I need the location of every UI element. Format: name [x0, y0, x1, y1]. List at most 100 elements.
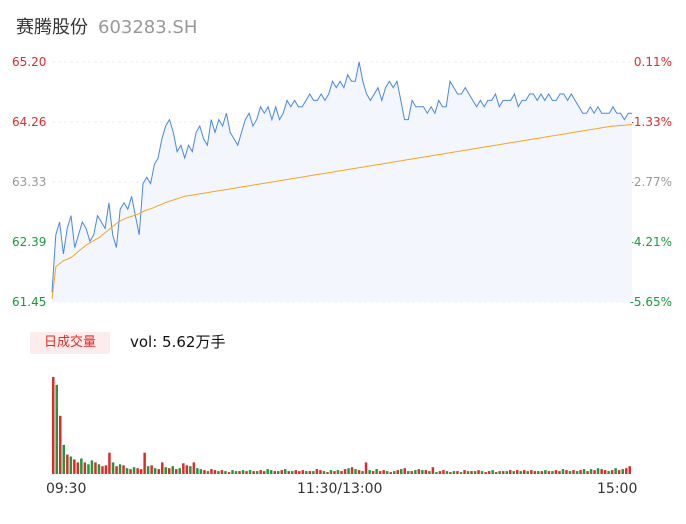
volume-bar [428, 471, 431, 474]
volume-bar [94, 462, 97, 474]
volume-bar [357, 470, 361, 474]
volume-bar [206, 471, 210, 474]
volume-bar [625, 468, 628, 474]
volume-bar [414, 470, 417, 474]
volume-bar [501, 471, 505, 474]
volume-bar [252, 471, 255, 474]
volume-bar [259, 470, 262, 474]
volume-bar [182, 463, 185, 474]
volume-bar [403, 468, 406, 474]
volume-bar [568, 471, 572, 474]
volume-bar [628, 466, 631, 474]
volume-bar [266, 469, 269, 474]
volume-bar [607, 471, 610, 474]
volume-bar [614, 468, 617, 474]
volume-bar [350, 467, 354, 474]
volume-bar [171, 466, 174, 474]
volume-bar [596, 468, 600, 474]
volume-bar [66, 454, 69, 474]
volume-bar [213, 470, 217, 474]
time-label-close: 15:00 [597, 481, 638, 497]
volume-bar [199, 469, 203, 474]
volume-bar [540, 471, 544, 474]
stock-name: 赛腾股份 [16, 17, 88, 38]
volume-bar [97, 464, 101, 474]
volume-bar [593, 470, 596, 474]
pct-tick-3: -4.21% [629, 235, 672, 249]
volume-bar [312, 471, 315, 474]
volume-bar [393, 471, 396, 474]
volume-bar [410, 471, 413, 474]
volume-bar [132, 467, 136, 474]
volume-bar [87, 464, 90, 474]
volume-bar [62, 444, 65, 474]
volume-bar [294, 470, 297, 474]
volume-bar [375, 469, 378, 474]
volume-bar [326, 472, 329, 474]
volume-bar [368, 470, 371, 474]
volume-bar [80, 458, 83, 474]
volume-bar [333, 471, 336, 474]
volume-bar [621, 469, 624, 474]
volume-bar [118, 464, 122, 474]
volume-bar [255, 471, 259, 474]
volume-bar [407, 471, 410, 474]
volume-bar [125, 468, 129, 474]
volume-bar [617, 470, 621, 474]
volume-bar [424, 470, 428, 474]
price-tick-4: 61.45 [12, 295, 47, 309]
volume-bar [203, 470, 206, 474]
stock-code: 603283.SH [98, 17, 198, 38]
volume-bar [526, 471, 529, 474]
volume-bar [227, 472, 231, 474]
volume-bar [610, 470, 614, 474]
volume-bar [389, 472, 392, 474]
volume-bar [530, 470, 533, 474]
volume-bar [143, 452, 146, 474]
volume-bar [101, 466, 104, 474]
volume-bar [523, 470, 526, 474]
volume-bar [512, 471, 515, 474]
volume-bar [470, 471, 473, 474]
volume-bar [600, 469, 603, 474]
volume-bar [262, 471, 266, 474]
volume-bar [192, 462, 196, 474]
volume-bar [336, 470, 340, 474]
volume-bar [90, 460, 94, 474]
volume-bar [108, 452, 111, 474]
volume-bar [217, 471, 220, 474]
volume-bar [554, 470, 558, 474]
pct-tick-4: -5.65% [629, 295, 672, 309]
volume-bar [280, 470, 283, 474]
volume-bar [466, 471, 470, 474]
volume-bar [146, 466, 150, 474]
volume-bar [463, 470, 466, 474]
volume-bar [287, 471, 290, 474]
average-line [51, 124, 632, 299]
volume-bar [343, 469, 347, 474]
volume-bar [519, 471, 522, 474]
volume-bar [196, 468, 199, 474]
volume-bar [238, 471, 241, 474]
volume-bar [185, 465, 189, 474]
volume-bar [73, 459, 76, 474]
time-label-open: 09:30 [46, 481, 87, 497]
volume-bar [308, 471, 312, 474]
volume-bar [537, 471, 540, 474]
volume-bar [551, 471, 554, 474]
volume-bar [400, 469, 403, 474]
volume-bar [111, 462, 115, 474]
volume-bar [76, 462, 80, 474]
volume-bar [484, 472, 487, 474]
volume-bar [544, 470, 547, 474]
volume-bar [575, 471, 579, 474]
volume-bar [115, 466, 118, 474]
volume-bar [487, 471, 491, 474]
volume-bar [136, 468, 139, 474]
volume-bar [505, 471, 508, 474]
volume-bar [157, 469, 160, 474]
volume-bar [322, 471, 326, 474]
volume-bar [122, 465, 125, 474]
volume-bar [305, 471, 308, 474]
